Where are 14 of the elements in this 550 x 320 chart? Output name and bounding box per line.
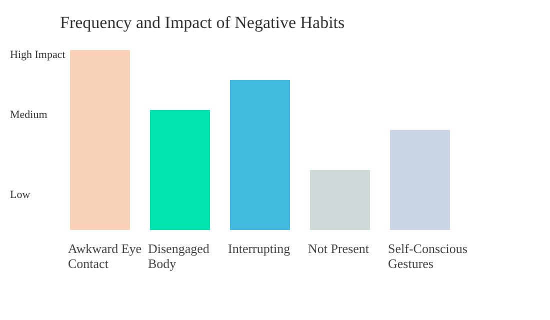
annotation: High Impact xyxy=(10,49,66,61)
bar xyxy=(390,130,450,230)
bar xyxy=(230,80,290,230)
x-tick-label: Disengaged Body xyxy=(148,241,210,271)
text: Medium xyxy=(10,109,48,121)
x-tick-label: Self-Conscious Gestures xyxy=(388,241,468,271)
text: Low xyxy=(10,189,30,201)
chart-title: Frequency and Impact of Negative Habits xyxy=(60,13,345,33)
x-tick-label: Interrupting xyxy=(228,241,291,256)
bar xyxy=(70,50,130,230)
bar xyxy=(310,170,370,230)
x-tick-label: Not Present xyxy=(308,241,370,256)
x-tick-label: Awkward Eye Contact xyxy=(68,241,142,271)
bar xyxy=(150,110,210,230)
